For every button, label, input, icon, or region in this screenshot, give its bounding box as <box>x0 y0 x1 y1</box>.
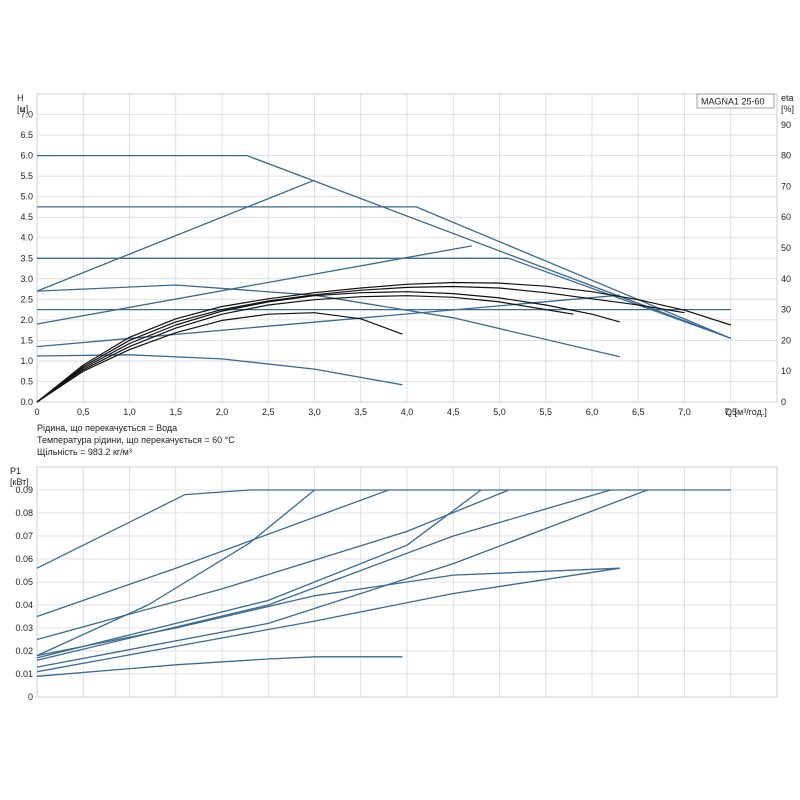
efficiency-curve <box>36 295 574 403</box>
y-tick-label: 0.05 <box>15 577 33 587</box>
model-legend-box: MAGNA1 25-60 <box>696 93 775 109</box>
y-tick-label: 5.0 <box>20 192 33 202</box>
x-tick-label: 6,5 <box>632 407 645 417</box>
y-tick-label: 7.0 <box>20 110 33 120</box>
density-note: Щільність = 983.2 кг/м³ <box>37 447 132 457</box>
y2-tick-label: 10 <box>781 366 791 376</box>
x-tick-label: 1,5 <box>169 407 182 417</box>
head-curve <box>37 257 732 339</box>
power-curve <box>36 489 482 659</box>
y-tick-label: 2.5 <box>20 294 33 304</box>
model-name-label: MAGNA1 25-60 <box>701 97 765 107</box>
x-tick-label: 7,0 <box>678 407 691 417</box>
x-tick-label: 2,0 <box>216 407 229 417</box>
power-curve <box>36 489 315 657</box>
y2-tick-label: 0 <box>781 397 786 407</box>
y-axis-unit: [кВт] <box>10 477 29 487</box>
y-tick-label: 4.0 <box>20 233 33 243</box>
x-tick-label: 3,5 <box>354 407 367 417</box>
y-tick-label: 0 <box>28 692 33 702</box>
head-curve <box>37 154 732 339</box>
power-curve <box>36 567 620 657</box>
y-tick-label: 0.5 <box>20 376 33 386</box>
efficiency-curve <box>36 291 620 403</box>
power-curve <box>36 567 620 673</box>
head-curve <box>37 206 732 339</box>
x-tick-label: 0 <box>34 407 39 417</box>
x-tick-label: 0,5 <box>77 407 90 417</box>
y-tick-label: 0.04 <box>15 600 33 610</box>
y-tick-label: 0.03 <box>15 623 33 633</box>
power-plot: 0 0.01 0.02 0.03 0.04 0.05 0.06 0.07 0.08 0.09 P1[… <box>10 466 778 702</box>
x-tick-label: 6,0 <box>586 407 599 417</box>
x-tick-label: 2,5 <box>262 407 275 417</box>
y-tick-label: 3.5 <box>20 253 33 263</box>
head-efficiency-plot: 0.0 0.5 1.0 1.5 2.0 2.5 3.0 3.5 4.0 4.5 5.0 5.5 6.0 6… <box>17 93 794 417</box>
y-tick-label: 0.09 <box>15 485 33 495</box>
power-curve <box>36 656 403 677</box>
x-tick-label: 5,5 <box>539 407 552 417</box>
y-tick-label: 0.08 <box>15 508 33 518</box>
efficiency-curve <box>36 281 731 403</box>
fluid-note: Рідина, що перекачується = Вода <box>37 423 178 433</box>
x-tick-label: 7,5 <box>724 407 737 417</box>
y2-axis-label: eta <box>781 93 794 103</box>
y2-tick-label: 30 <box>781 305 791 315</box>
head-curve <box>36 179 315 292</box>
y-tick-label: 5.5 <box>20 171 33 181</box>
x-tick-label: 4,0 <box>401 407 414 417</box>
y2-tick-label: 60 <box>781 212 791 222</box>
y-tick-label: 2.0 <box>20 315 33 325</box>
power-curve <box>36 489 648 668</box>
y-tick-label: 3.0 <box>20 274 33 284</box>
y-tick-label: 0.01 <box>15 669 33 679</box>
power-curve <box>36 489 509 641</box>
temperature-note: Температура рідини, що перекачується = 6… <box>37 435 235 445</box>
y-tick-label: 6.5 <box>20 130 33 140</box>
y2-axis-unit: [%] <box>781 104 794 114</box>
y-tick-label: 6.0 <box>20 151 33 161</box>
y-tick-label: 0.06 <box>15 554 33 564</box>
efficiency-curve <box>36 312 403 403</box>
y2-tick-label: 50 <box>781 243 791 253</box>
y2-tick-label: 80 <box>781 151 791 161</box>
power-curve <box>36 489 731 569</box>
y2-tick-label: 40 <box>781 274 791 284</box>
y-axis-label: P1 <box>10 466 21 476</box>
power-curve <box>36 489 389 618</box>
y-axis-unit: [м] <box>17 104 28 114</box>
y-tick-label: 4.5 <box>20 212 33 222</box>
y2-tick-label: 70 <box>781 181 791 191</box>
y-tick-label: 1.0 <box>20 356 33 366</box>
y-tick-label: 1.5 <box>20 335 33 345</box>
x-tick-label: 4,5 <box>447 407 460 417</box>
head-curve <box>36 245 472 325</box>
x-tick-label: 3,0 <box>308 407 321 417</box>
y-tick-label: 0.07 <box>15 531 33 541</box>
x-tick-label: 1,0 <box>123 407 136 417</box>
efficiency-curve <box>36 285 685 403</box>
x-axis-label: Q [м³/год.] <box>725 407 767 417</box>
y-axis-label: H <box>17 93 24 103</box>
y2-tick-label: 90 <box>781 120 791 130</box>
y2-tick-label: 20 <box>781 335 791 345</box>
y-tick-label: 0.0 <box>20 397 33 407</box>
x-tick-label: 5,0 <box>493 407 506 417</box>
y-tick-label: 0.02 <box>15 646 33 656</box>
